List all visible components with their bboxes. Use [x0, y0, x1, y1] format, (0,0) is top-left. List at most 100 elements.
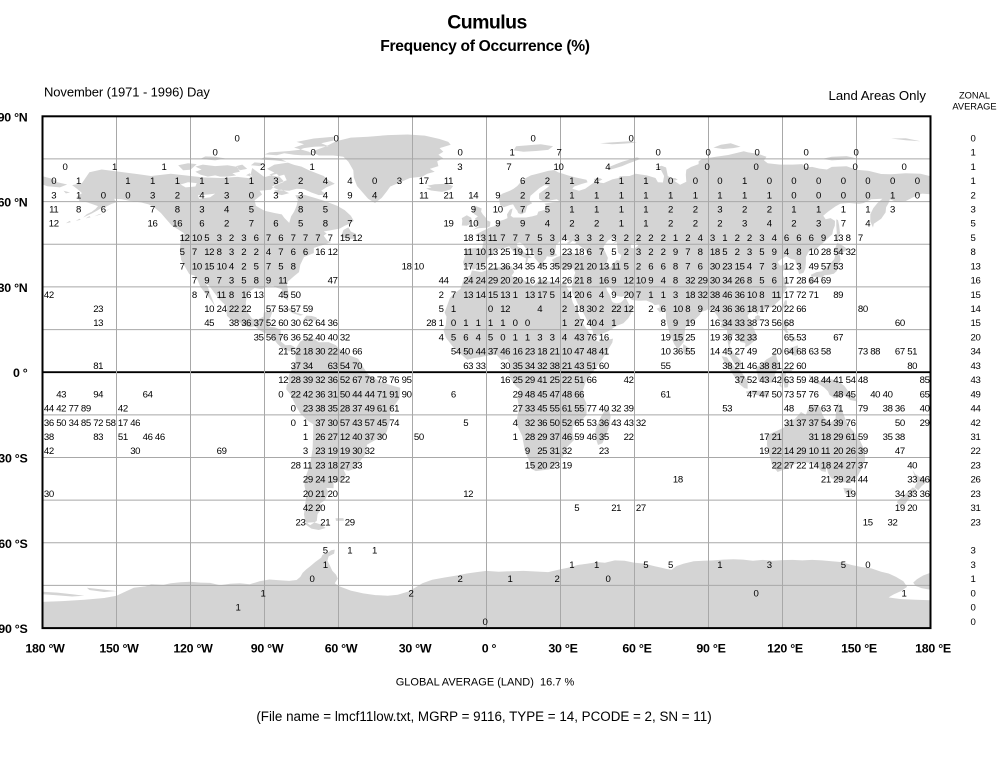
svg-text:7: 7 [192, 276, 197, 287]
svg-text:8: 8 [217, 247, 222, 258]
svg-text:33: 33 [525, 404, 535, 415]
svg-text:54: 54 [846, 375, 857, 386]
svg-text:1: 1 [463, 318, 468, 329]
svg-text:43: 43 [971, 375, 981, 386]
svg-text:36: 36 [735, 290, 745, 301]
svg-text:2: 2 [520, 190, 525, 201]
svg-text:27: 27 [574, 318, 584, 329]
svg-text:1: 1 [513, 333, 518, 344]
svg-text:7: 7 [266, 261, 271, 272]
svg-text:3: 3 [767, 560, 772, 571]
svg-text:37: 37 [315, 418, 325, 429]
svg-text:5: 5 [611, 247, 616, 258]
svg-text:27: 27 [846, 460, 856, 471]
svg-text:46: 46 [500, 347, 510, 358]
svg-text:31: 31 [971, 432, 981, 443]
svg-text:10: 10 [192, 261, 202, 272]
svg-text:76: 76 [587, 333, 597, 344]
svg-text:80: 80 [907, 361, 917, 372]
svg-text:90 °W: 90 °W [251, 642, 284, 656]
svg-text:32: 32 [562, 446, 572, 457]
svg-text:3: 3 [747, 247, 752, 258]
svg-text:7: 7 [315, 233, 320, 244]
svg-text:10: 10 [192, 233, 202, 244]
svg-text:46: 46 [722, 290, 732, 301]
svg-text:11: 11 [49, 205, 58, 216]
svg-text:16: 16 [525, 276, 535, 287]
svg-text:9: 9 [673, 247, 678, 258]
svg-text:3: 3 [759, 233, 764, 244]
svg-text:30: 30 [44, 489, 54, 500]
svg-text:3: 3 [742, 219, 747, 230]
svg-text:10: 10 [809, 247, 819, 258]
svg-text:42: 42 [971, 418, 981, 429]
svg-text:66: 66 [352, 347, 362, 358]
svg-text:57: 57 [796, 389, 806, 400]
svg-text:19: 19 [710, 333, 720, 344]
svg-text:43: 43 [611, 418, 621, 429]
svg-text:37: 37 [858, 460, 868, 471]
svg-text:46: 46 [130, 418, 140, 429]
svg-text:8: 8 [229, 290, 234, 301]
svg-text:14: 14 [476, 290, 487, 301]
svg-text:94: 94 [93, 389, 104, 400]
svg-text:7: 7 [841, 219, 846, 230]
svg-text:2: 2 [693, 205, 698, 216]
svg-text:1: 1 [569, 176, 574, 187]
svg-text:22: 22 [328, 347, 338, 358]
svg-text:1: 1 [971, 162, 976, 173]
svg-text:36: 36 [328, 375, 338, 386]
svg-text:2: 2 [747, 233, 752, 244]
svg-text:69: 69 [821, 276, 831, 287]
svg-text:6: 6 [199, 219, 204, 230]
svg-text:76: 76 [846, 418, 856, 429]
svg-text:29: 29 [525, 375, 535, 386]
svg-text:23: 23 [722, 261, 732, 272]
svg-text:37: 37 [352, 404, 362, 415]
svg-text:14: 14 [468, 190, 479, 201]
svg-text:77: 77 [69, 404, 79, 415]
svg-text:50: 50 [550, 418, 560, 429]
svg-text:6: 6 [291, 247, 296, 258]
svg-text:8: 8 [76, 205, 81, 216]
svg-text:7: 7 [303, 233, 308, 244]
svg-text:6: 6 [520, 176, 525, 187]
svg-text:36: 36 [241, 318, 251, 329]
svg-text:2: 2 [624, 233, 629, 244]
svg-text:5: 5 [323, 205, 328, 216]
svg-text:22: 22 [796, 460, 806, 471]
svg-text:43: 43 [971, 361, 981, 372]
svg-text:1: 1 [510, 148, 515, 159]
svg-text:44: 44 [858, 475, 869, 486]
svg-text:77: 77 [587, 404, 597, 415]
svg-text:15: 15 [735, 261, 745, 272]
svg-text:40: 40 [907, 460, 917, 471]
svg-text:22: 22 [624, 432, 634, 443]
svg-text:17: 17 [759, 304, 769, 315]
svg-text:19: 19 [685, 318, 695, 329]
svg-text:180 °W: 180 °W [25, 642, 65, 656]
svg-text:46: 46 [143, 432, 153, 443]
svg-text:18: 18 [303, 347, 313, 358]
svg-text:20: 20 [513, 276, 523, 287]
svg-text:3: 3 [241, 233, 246, 244]
svg-text:23: 23 [550, 460, 560, 471]
svg-text:7: 7 [759, 261, 764, 272]
svg-text:35: 35 [599, 432, 609, 443]
svg-text:11: 11 [772, 290, 781, 301]
svg-text:0: 0 [791, 190, 796, 201]
svg-text:24: 24 [217, 304, 228, 315]
svg-text:9: 9 [550, 247, 555, 258]
svg-text:37: 37 [254, 318, 264, 329]
svg-text:54: 54 [833, 247, 844, 258]
svg-text:8: 8 [661, 318, 666, 329]
svg-text:1: 1 [594, 190, 599, 201]
svg-text:3: 3 [273, 190, 278, 201]
svg-text:58: 58 [821, 347, 831, 358]
svg-text:2: 2 [685, 233, 690, 244]
svg-text:21: 21 [574, 261, 584, 272]
svg-text:35: 35 [328, 404, 338, 415]
svg-text:30: 30 [710, 276, 720, 287]
svg-text:85: 85 [920, 375, 930, 386]
svg-text:4: 4 [562, 233, 568, 244]
